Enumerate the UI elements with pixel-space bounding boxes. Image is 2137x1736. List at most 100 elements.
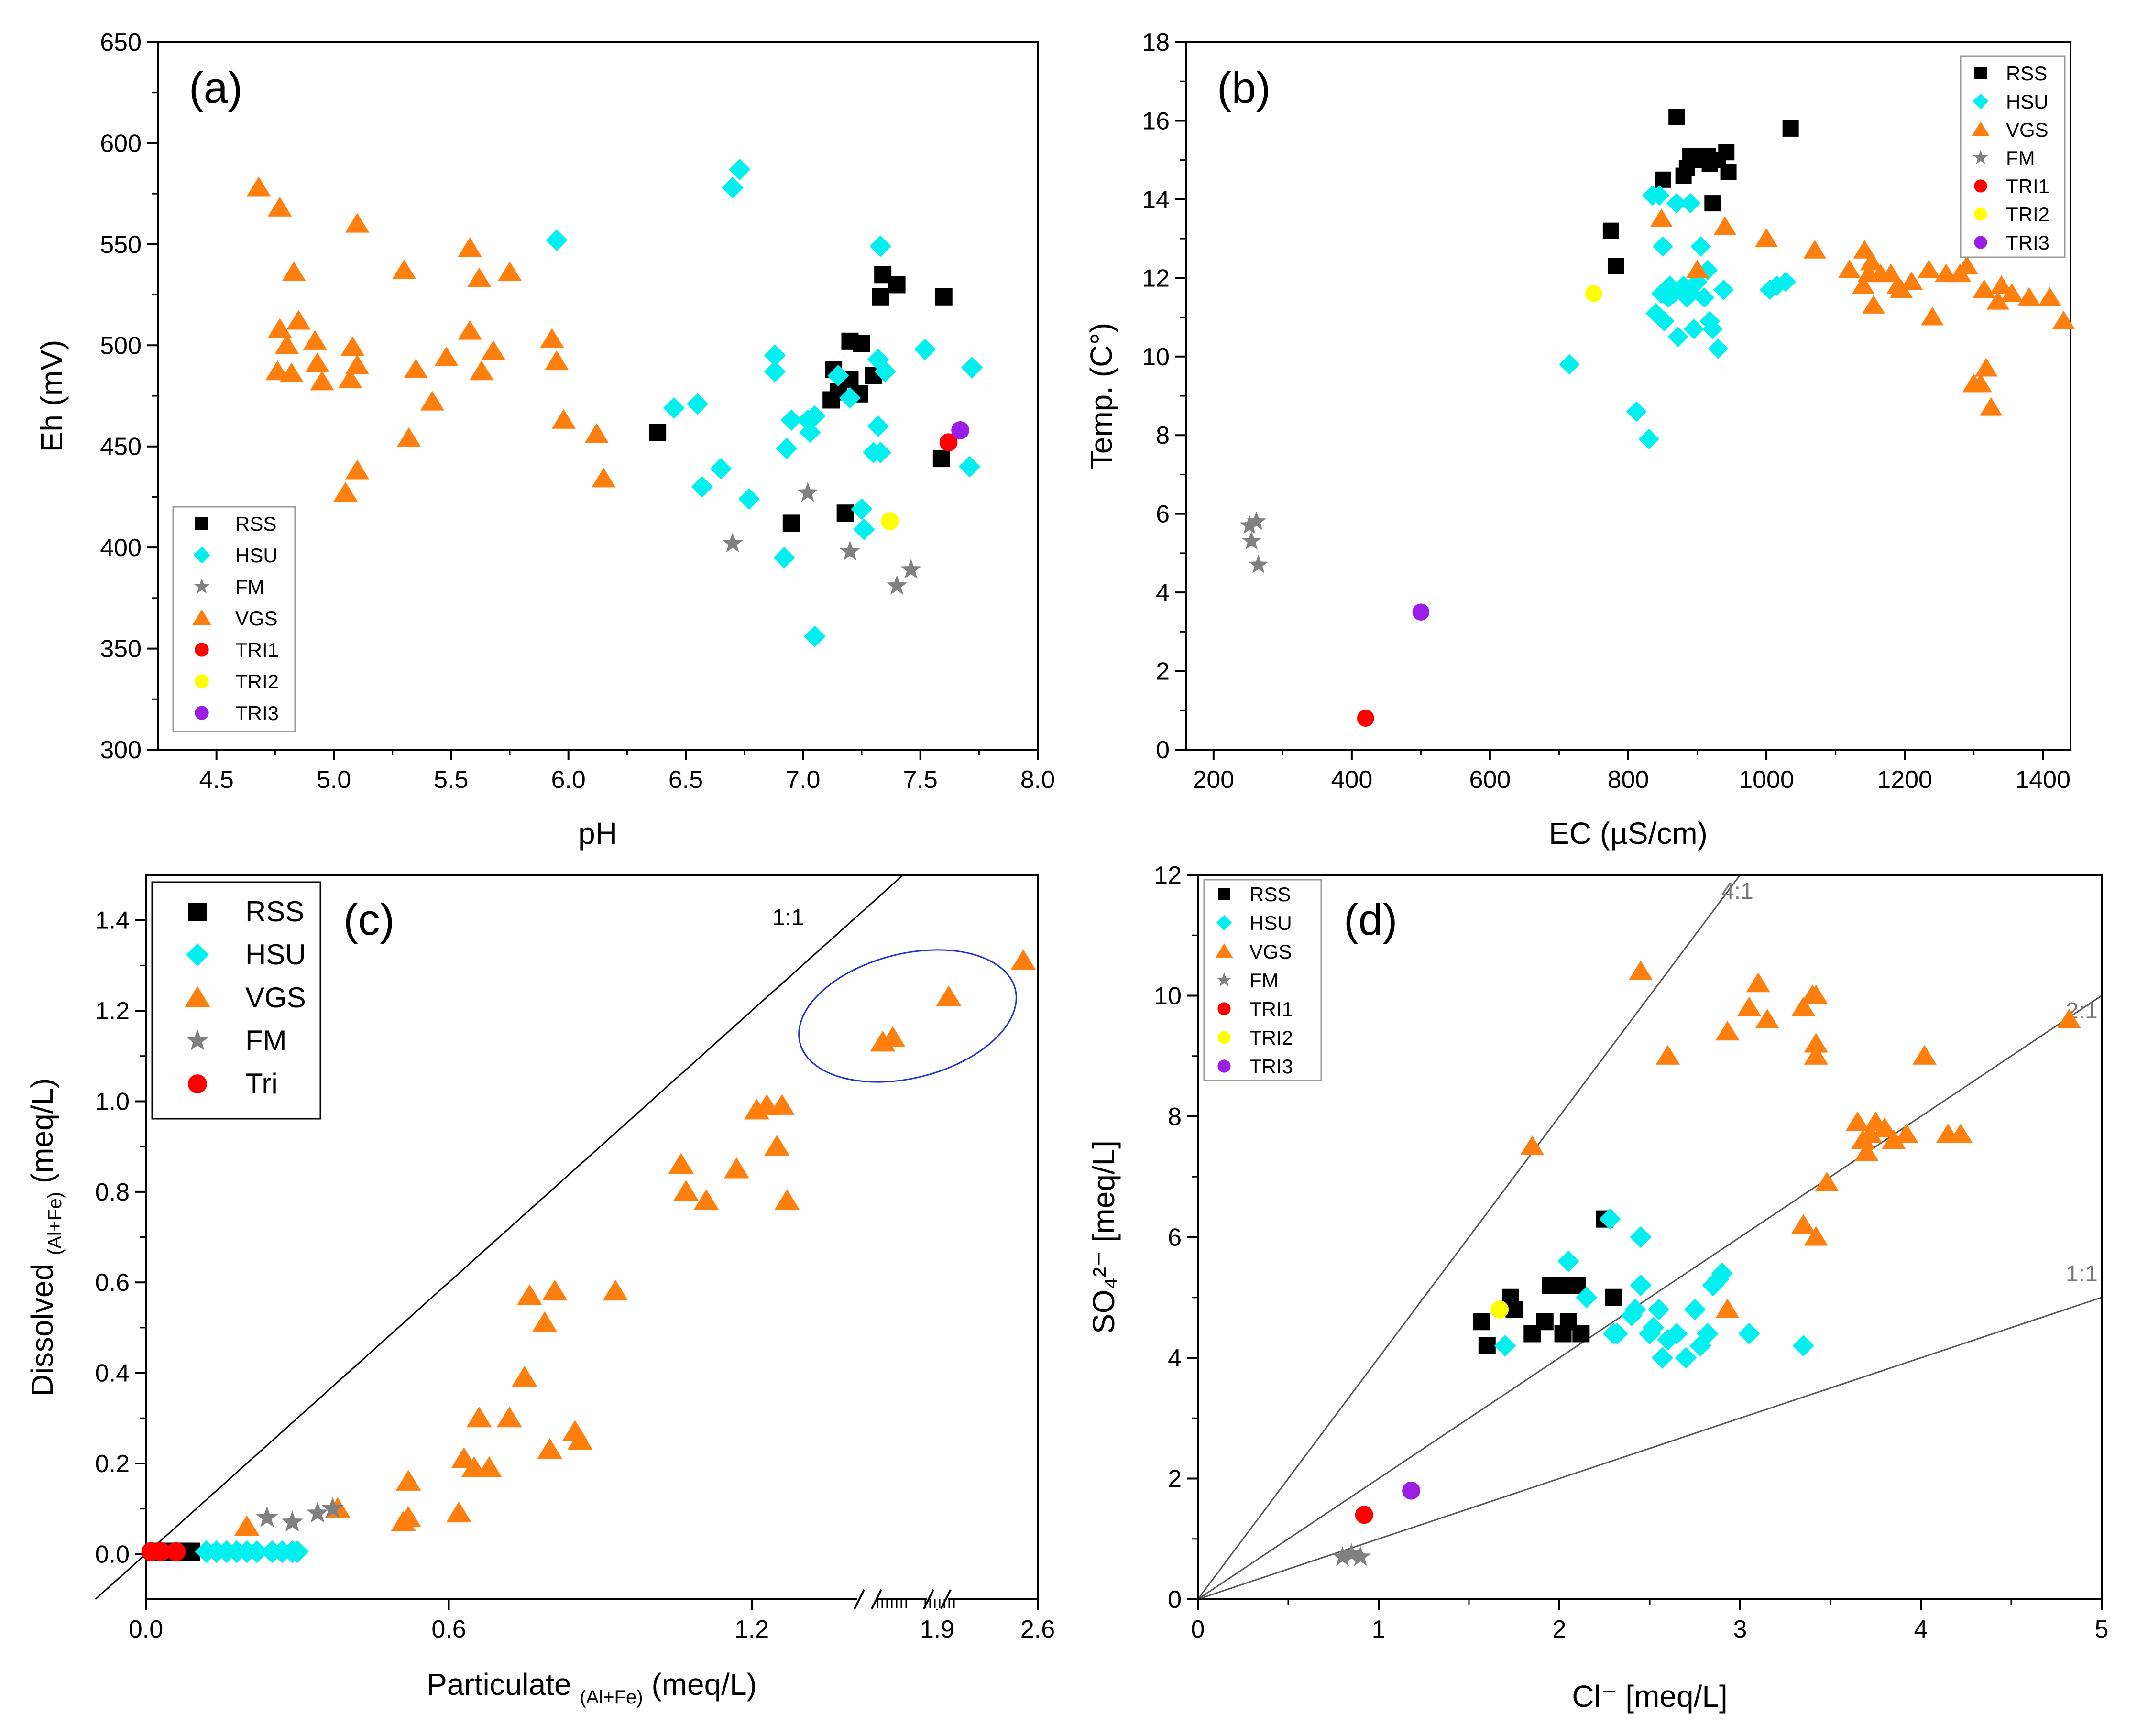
data-point-hsu <box>1626 401 1647 422</box>
x-axis-label-main: Particulate <box>427 1667 580 1702</box>
y-tick-label: 550 <box>100 231 142 259</box>
legend-label-tri: Tri <box>245 1068 278 1100</box>
legend-marker-tri3 <box>195 706 209 720</box>
data-point-hsu <box>1630 1274 1652 1297</box>
reference-line-label: 1:1 <box>772 905 804 930</box>
data-point-vgs <box>476 1456 502 1477</box>
data-point-vgs <box>1980 397 2003 416</box>
data-point-hsu <box>245 1540 269 1563</box>
data-point-hsu <box>1711 1262 1733 1284</box>
data-point-hsu <box>1624 1299 1646 1321</box>
legend-marker-rss <box>195 517 208 530</box>
x-tick-label: 7.0 <box>786 766 820 794</box>
data-point-vgs <box>1755 228 1778 247</box>
data-point-hsu <box>869 441 891 464</box>
data-point-vgs <box>584 423 609 443</box>
legend-label-tri2: TRI2 <box>2006 203 2049 226</box>
data-point-vgs <box>2038 287 2061 306</box>
x-tick-label: 600 <box>1469 766 1511 794</box>
data-point-tri2 <box>1490 1300 1509 1319</box>
y-tick-label: 0 <box>1168 1586 1182 1614</box>
data-point-vgs <box>1949 1123 1973 1143</box>
data-point-vgs <box>345 213 370 233</box>
data-point-vgs <box>396 427 421 447</box>
x-tick-label: 1000 <box>1739 766 1794 794</box>
data-point-vgs <box>1791 1214 1816 1234</box>
legend-label-tri3: TRI3 <box>1249 1055 1293 1078</box>
data-point-vgs <box>310 371 334 391</box>
legend-marker-tri2 <box>195 674 209 688</box>
data-point-fm <box>886 575 908 595</box>
highlight-ellipse <box>798 949 1017 1083</box>
x-tick-label: 5.0 <box>317 766 351 794</box>
data-point-vgs <box>279 362 304 382</box>
data-point-vgs <box>774 1189 800 1210</box>
data-point-rss <box>1602 222 1619 239</box>
legend-marker-hsu <box>193 546 210 564</box>
legend-box: RSS HSU VGS FM TRI1 TRI2 TRI3 <box>1960 55 2066 258</box>
y-tick-label: 400 <box>100 534 142 562</box>
data-point-hsu <box>780 409 802 431</box>
data-point-fm <box>797 482 818 502</box>
data-point-rss <box>1782 120 1799 137</box>
y-tick-label: 450 <box>100 433 142 461</box>
legend-marker-vgs <box>1215 943 1233 958</box>
data-point-rss <box>782 514 800 532</box>
data-point-vgs <box>458 237 482 257</box>
data-point-rss <box>1655 171 1671 188</box>
legend-marker-tri2 <box>1974 207 1987 221</box>
data-point-vgs <box>551 409 576 429</box>
panel-label: (b) <box>1217 64 1271 112</box>
x-tick-label: 4.5 <box>199 766 234 794</box>
data-point-vgs <box>537 1438 563 1459</box>
data-point-vgs <box>516 1284 542 1305</box>
x-tick-label: 800 <box>1608 766 1649 794</box>
x-tick-label: 1.2 <box>734 1616 769 1643</box>
data-point-vgs <box>1746 972 1770 993</box>
x-tick-label: 5 <box>2095 1616 2109 1643</box>
x-axis-label-sub: (Al+Fe) <box>580 1687 643 1708</box>
data-point-vgs <box>234 1515 260 1536</box>
legend-label-tri1: TRI1 <box>235 639 279 661</box>
x-axis-label: Particulate (Al+Fe) (meq/L) <box>427 1667 757 1708</box>
legend-marker-fm <box>186 1029 209 1050</box>
y-tick-label: 16 <box>1142 107 1170 135</box>
data-point-hsu <box>827 365 849 387</box>
data-point-vgs <box>345 354 370 374</box>
legend-label-fm: FM <box>1249 969 1279 992</box>
legend-label-hsu: HSU <box>2006 90 2049 113</box>
data-point-hsu <box>1557 1250 1579 1272</box>
x-tick-label: 8.0 <box>1020 766 1055 794</box>
data-point-hsu <box>1638 429 1659 449</box>
legend-marker-hsu <box>1216 915 1232 931</box>
y-tick-label: 0.4 <box>95 1360 130 1387</box>
data-point-vgs <box>451 1447 477 1468</box>
legend-label-hsu: HSU <box>235 544 278 567</box>
data-point-vgs <box>1803 240 1827 259</box>
data-point-vgs <box>404 358 428 379</box>
data-point-tri2 <box>881 512 899 531</box>
x-tick-label: 3 <box>1733 1616 1747 1643</box>
data-point-vgs <box>1935 263 1958 283</box>
legend-marker-vgs <box>1972 121 1990 136</box>
legend-label-tri3: TRI3 <box>235 702 279 724</box>
y-tick-label: 18 <box>1142 29 1170 56</box>
data-point-hsu <box>773 546 795 568</box>
data-point-vgs <box>723 1157 749 1179</box>
data-point-vgs <box>446 1501 472 1523</box>
data-point-hsu <box>914 338 936 360</box>
legend-marker-fm <box>1216 972 1232 987</box>
data-point-vgs <box>1686 259 1709 278</box>
legend-marker-rss <box>1974 67 1987 79</box>
y-axis-label: Eh (mV) <box>34 340 69 452</box>
y-axis-label-main: Dissolved <box>25 1255 59 1396</box>
data-point-vgs <box>458 320 482 340</box>
data-point-vgs <box>267 318 292 338</box>
data-point-tri1 <box>1357 710 1374 727</box>
data-point-rss <box>1572 1325 1590 1343</box>
data-point-rss <box>853 335 870 352</box>
data-point-rss <box>935 288 953 306</box>
panel-label: (a) <box>189 64 242 112</box>
